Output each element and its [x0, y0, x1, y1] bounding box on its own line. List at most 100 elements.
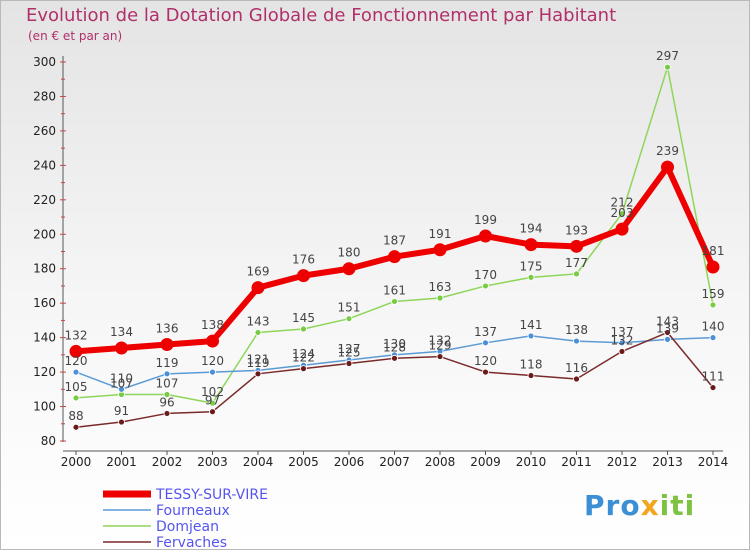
y-tick-label: 260 [33, 124, 56, 138]
data-label: 121 [247, 352, 270, 366]
x-tick-label: 2009 [470, 455, 501, 469]
y-tick-label: 100 [33, 400, 56, 414]
data-point [527, 273, 535, 281]
data-label: 134 [110, 325, 133, 339]
data-label: 88 [68, 409, 83, 423]
data-label: 191 [429, 227, 452, 241]
y-tick-label: 80 [41, 434, 56, 448]
data-label: 163 [429, 280, 452, 294]
data-point [160, 338, 174, 352]
data-label: 136 [156, 322, 179, 336]
data-label: 141 [520, 318, 543, 332]
x-tick-label: 2004 [243, 455, 274, 469]
data-point [482, 368, 489, 376]
proxiti-logo: Proxiti [584, 489, 695, 522]
data-point [573, 270, 580, 278]
y-tick-label: 140 [33, 331, 56, 345]
data-point [72, 423, 80, 431]
data-label: 110 [110, 371, 133, 385]
data-point [163, 370, 171, 378]
data-label: 125 [338, 345, 361, 359]
data-point [482, 282, 489, 290]
data-point [69, 344, 83, 358]
data-point [209, 408, 216, 416]
data-label: 187 [383, 234, 406, 248]
data-label: 177 [565, 256, 588, 270]
data-point [664, 335, 671, 343]
data-label: 143 [656, 314, 679, 328]
data-point [251, 281, 265, 295]
data-label: 132 [65, 328, 88, 342]
data-point [254, 370, 262, 378]
data-label: 107 [110, 376, 133, 390]
data-point [345, 315, 353, 323]
data-point [570, 239, 583, 253]
data-point [664, 63, 671, 71]
data-label: 212 [611, 196, 634, 210]
data-point [573, 375, 580, 383]
data-point [524, 238, 538, 252]
data-label: 91 [114, 404, 129, 418]
data-label: 122 [292, 351, 315, 365]
data-label: 180 [338, 246, 361, 260]
data-point [163, 391, 171, 398]
y-tick-label: 240 [33, 158, 56, 172]
x-tick-label: 2008 [425, 455, 456, 469]
x-tick-label: 2011 [561, 455, 592, 469]
brand-part-1: Pro [584, 489, 641, 522]
data-point [709, 301, 717, 309]
data-label: 111 [702, 370, 725, 384]
x-tick-label: 2001 [106, 455, 137, 469]
legend-label: Domjean [156, 519, 219, 535]
data-point [664, 329, 671, 336]
data-label: 118 [520, 358, 543, 372]
data-point [254, 329, 262, 336]
data-label: 120 [201, 354, 224, 368]
x-tick-label: 2003 [197, 455, 228, 469]
data-label: 145 [292, 311, 315, 325]
x-tick-label: 2013 [652, 455, 683, 469]
data-label: 193 [565, 223, 588, 237]
x-tick-label: 2014 [698, 455, 729, 469]
data-label: 119 [156, 356, 179, 370]
x-tick-label: 2002 [152, 455, 183, 469]
data-point [206, 334, 219, 348]
chart-subtitle: (en € et par an) [28, 29, 123, 43]
data-point [527, 372, 535, 379]
data-point [661, 160, 674, 174]
data-label: 105 [65, 380, 88, 394]
data-point [72, 368, 80, 376]
data-point [391, 298, 398, 305]
y-tick-label: 120 [33, 365, 56, 379]
data-label: 97 [205, 394, 220, 408]
y-tick-label: 300 [33, 55, 56, 69]
data-label: 143 [247, 314, 270, 328]
data-label: 297 [656, 49, 679, 63]
brand-part-2: x [640, 489, 660, 522]
data-point [433, 243, 447, 257]
data-point [209, 399, 216, 407]
x-tick-label: 2007 [379, 455, 410, 469]
data-label: 203 [611, 206, 634, 220]
data-point [436, 353, 444, 360]
data-point [342, 262, 356, 276]
data-point [72, 394, 80, 402]
data-label: 194 [520, 222, 543, 236]
data-label: 181 [702, 244, 725, 258]
data-point [709, 384, 717, 391]
y-tick-label: 160 [33, 296, 56, 310]
data-point [618, 348, 626, 355]
data-label: 107 [156, 376, 179, 390]
data-label: 161 [383, 283, 406, 297]
data-label: 137 [474, 325, 497, 339]
data-label: 132 [429, 333, 452, 347]
data-point [163, 410, 171, 417]
data-label: 137 [611, 325, 634, 339]
data-point [300, 325, 307, 333]
data-label: 96 [159, 395, 174, 409]
data-point [297, 269, 310, 283]
x-tick-label: 2005 [288, 455, 319, 469]
data-point [436, 294, 444, 302]
